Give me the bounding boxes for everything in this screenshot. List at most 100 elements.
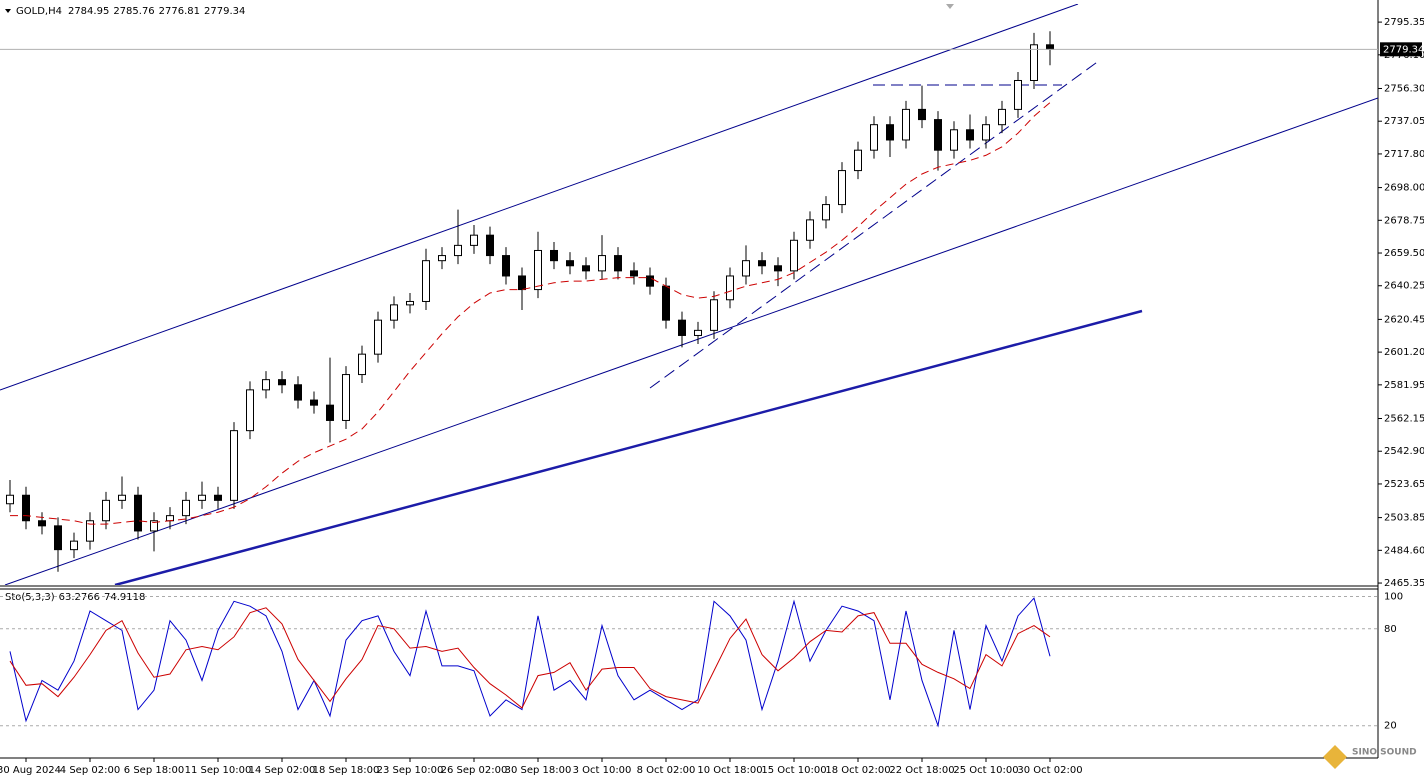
x-tick-label: 18 Sep 18:00 — [313, 765, 380, 776]
x-tick-label: 4 Sep 02:00 — [60, 765, 120, 776]
y-tick-label: 2523.65 — [1384, 479, 1424, 490]
candle-body — [454, 244, 462, 257]
candle-body — [486, 234, 494, 257]
candle-body — [86, 520, 94, 542]
candle-body — [742, 260, 750, 277]
candle-body — [870, 124, 878, 151]
y-tick-label: 2717.80 — [1384, 149, 1424, 160]
y-tick-label: 2562.15 — [1384, 414, 1424, 425]
x-tick-label: 3 Oct 10:00 — [573, 765, 632, 776]
y-tick-label: 2601.20 — [1384, 347, 1424, 358]
candle-body — [102, 499, 110, 522]
y-tick-label: 2737.05 — [1384, 116, 1424, 127]
candle-body — [822, 204, 830, 221]
candle-body — [182, 499, 190, 517]
close-value: 2779.34 — [204, 6, 245, 17]
x-tick-label: 23 Sep 10:00 — [377, 765, 444, 776]
candle-body — [1030, 44, 1038, 81]
x-tick-label: 22 Oct 18:00 — [889, 765, 954, 776]
y-tick-label: 2756.30 — [1384, 83, 1424, 94]
candle-body — [534, 249, 542, 291]
candle-body — [918, 108, 926, 121]
candles — [6, 31, 1054, 572]
candle-body — [806, 219, 814, 241]
y-tick-label: 100 — [1384, 591, 1403, 602]
candle-body — [934, 119, 942, 151]
y-tick-label: 2795.35 — [1384, 17, 1424, 28]
y-tick-label: 20 — [1384, 721, 1397, 732]
candle-body — [470, 234, 478, 246]
candle-body — [374, 319, 382, 355]
x-tick-label: 10 Oct 18:00 — [697, 765, 762, 776]
symbol: GOLD,H4 — [16, 6, 62, 17]
candle-body — [502, 255, 510, 277]
x-tick-label: 8 Oct 02:00 — [637, 765, 696, 776]
candle-body — [982, 124, 990, 141]
candle-body — [1014, 79, 1022, 110]
y-tick-label: 2698.00 — [1384, 183, 1424, 194]
candle-body — [598, 255, 606, 272]
candle-body — [246, 389, 254, 432]
candle-body — [326, 404, 334, 421]
x-tick-label: 25 Oct 10:00 — [953, 765, 1018, 776]
y-tick-label: 2465.35 — [1384, 578, 1424, 589]
y-tick-label: 2678.75 — [1384, 215, 1424, 226]
y-tick-label: 2542.90 — [1384, 446, 1424, 457]
candle-body — [966, 129, 974, 141]
stochastic-line — [9, 597, 1051, 728]
candle-body — [150, 520, 158, 532]
x-tick-label: 26 Sep 02:00 — [441, 765, 508, 776]
candle-body — [710, 299, 718, 331]
candle-body — [614, 255, 622, 272]
candle-body — [230, 430, 238, 501]
x-tick-label: 6 Sep 18:00 — [124, 765, 184, 776]
candle-body — [630, 270, 638, 277]
candle-body — [726, 275, 734, 301]
candle-body — [838, 170, 846, 206]
candle-body — [358, 353, 366, 376]
candle-body — [646, 275, 654, 287]
candle-body — [790, 239, 798, 272]
candle-body — [886, 124, 894, 141]
candle-body — [166, 515, 174, 522]
price-label-box — [1380, 42, 1422, 57]
candle-body — [694, 329, 702, 336]
candle-body — [902, 108, 910, 141]
indicator-header: Sto(5,3,3) 63.2766 74.9118 — [5, 592, 145, 603]
watermark: SINO SOUND — [1352, 748, 1417, 758]
channel-upper — [0, 4, 1079, 391]
candle-body — [438, 255, 446, 262]
x-tick-label: 14 Sep 02:00 — [249, 765, 316, 776]
candle-body — [518, 275, 526, 291]
candle-body — [406, 300, 414, 306]
candle-body — [950, 129, 958, 151]
candle-body — [198, 494, 206, 501]
high-value: 2785.76 — [113, 6, 154, 17]
menu-arrow[interactable] — [5, 9, 11, 13]
y-tick-label: 80 — [1384, 624, 1397, 635]
candle-body — [310, 399, 318, 406]
x-tick-label: 30 Oct 02:00 — [1017, 765, 1082, 776]
candle-body — [54, 525, 62, 551]
open-value: 2784.95 — [68, 6, 109, 17]
support-line — [114, 309, 1143, 585]
price-label: 2779.34 — [1383, 44, 1424, 55]
y-tick-label: 2581.95 — [1384, 380, 1424, 391]
candle-body — [678, 319, 686, 336]
candle-body — [582, 265, 590, 272]
d-value: 74.9118 — [104, 592, 145, 603]
candle-body — [38, 520, 46, 527]
x-tick-label: 30 Sep 18:00 — [505, 765, 572, 776]
x-tick-label: 18 Oct 02:00 — [825, 765, 890, 776]
candle-body — [758, 260, 766, 267]
candle-body — [854, 149, 862, 172]
candle-body — [70, 540, 78, 551]
candle-body — [262, 379, 270, 391]
candle-body — [662, 285, 670, 321]
header: GOLD,H4 2784.95 2785.76 2776.81 2779.34 — [16, 6, 245, 17]
candle-body — [998, 108, 1006, 126]
candle-body — [294, 384, 302, 401]
stochastic-line — [9, 607, 1051, 709]
